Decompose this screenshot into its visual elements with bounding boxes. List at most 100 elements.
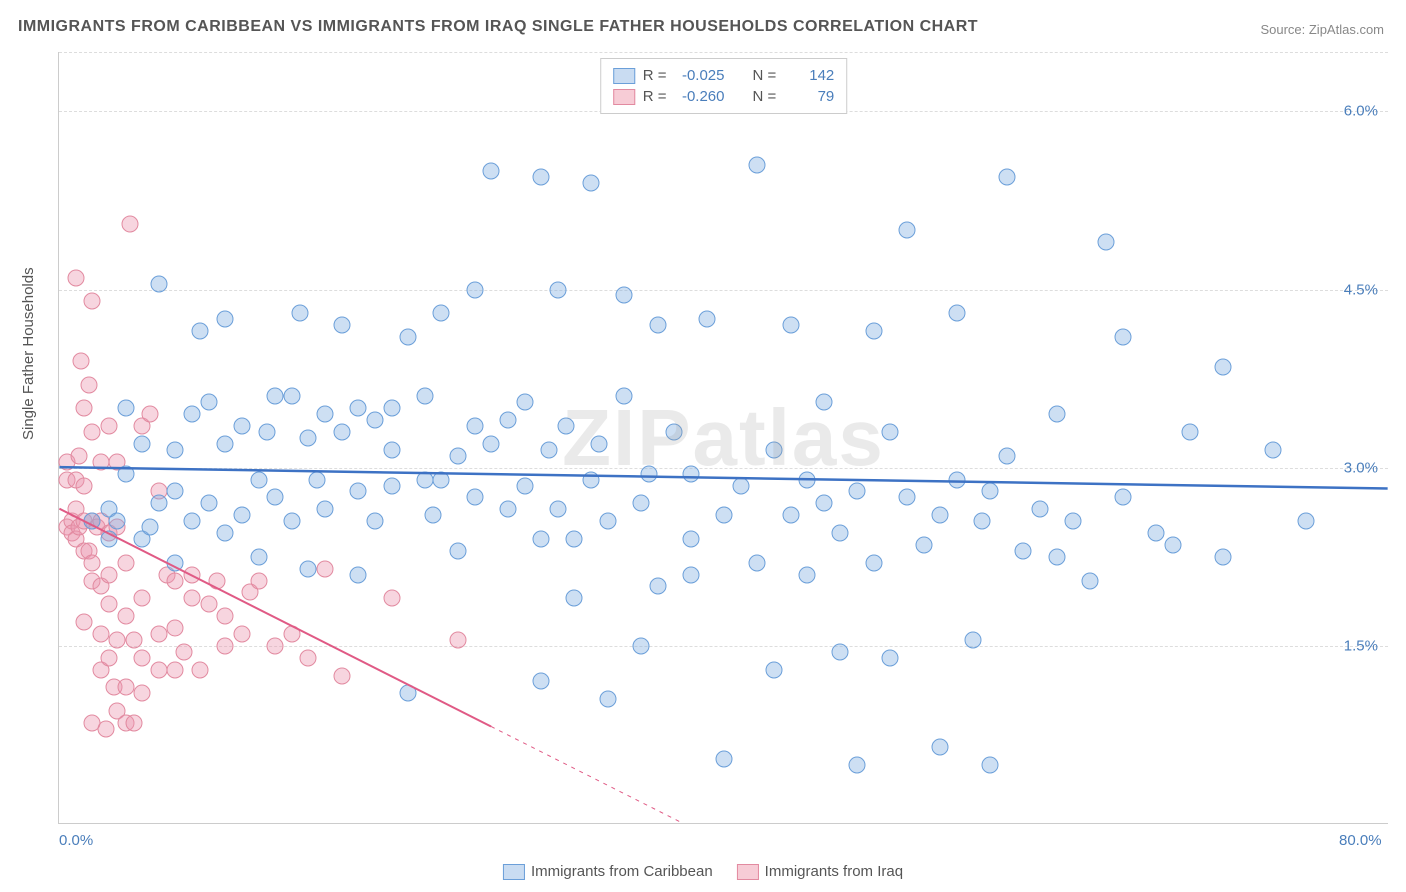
iraq-point xyxy=(450,631,467,648)
gridline xyxy=(59,290,1388,291)
caribbean-point xyxy=(184,513,201,530)
iraq-point xyxy=(80,376,97,393)
caribbean-point xyxy=(1115,329,1132,346)
legend-swatch xyxy=(737,864,759,880)
iraq-point xyxy=(134,590,151,607)
iraq-point xyxy=(84,554,101,571)
caribbean-point xyxy=(258,424,275,441)
caribbean-point xyxy=(150,275,167,292)
caribbean-point xyxy=(233,418,250,435)
caribbean-point xyxy=(117,465,134,482)
caribbean-point xyxy=(815,495,832,512)
caribbean-point xyxy=(599,513,616,530)
caribbean-point xyxy=(982,483,999,500)
caribbean-point xyxy=(865,554,882,571)
caribbean-point xyxy=(425,507,442,524)
caribbean-point xyxy=(666,424,683,441)
iraq-point xyxy=(333,667,350,684)
y-tick-label: 1.5% xyxy=(1344,637,1378,654)
caribbean-point xyxy=(267,489,284,506)
iraq-point xyxy=(150,625,167,642)
legend-item: Immigrants from Iraq xyxy=(737,863,903,880)
caribbean-point xyxy=(799,471,816,488)
chart-title: IMMIGRANTS FROM CARIBBEAN VS IMMIGRANTS … xyxy=(18,18,978,36)
caribbean-point xyxy=(292,305,309,322)
iraq-point xyxy=(92,453,109,470)
iraq-point xyxy=(75,477,92,494)
caribbean-point xyxy=(416,471,433,488)
caribbean-point xyxy=(450,447,467,464)
iraq-point xyxy=(134,685,151,702)
caribbean-point xyxy=(333,317,350,334)
caribbean-point xyxy=(799,566,816,583)
caribbean-point xyxy=(782,317,799,334)
iraq-point xyxy=(100,418,117,435)
iraq-point xyxy=(72,352,89,369)
caribbean-point xyxy=(466,418,483,435)
iraq-point xyxy=(208,572,225,589)
iraq-point xyxy=(383,590,400,607)
caribbean-point xyxy=(1031,501,1048,518)
n-value: 142 xyxy=(784,67,834,84)
caribbean-point xyxy=(250,471,267,488)
caribbean-point xyxy=(1048,406,1065,423)
caribbean-point xyxy=(1148,525,1165,542)
caribbean-point xyxy=(632,637,649,654)
iraq-point xyxy=(117,679,134,696)
caribbean-point xyxy=(533,673,550,690)
stats-row: R =-0.025N =142 xyxy=(613,65,835,86)
caribbean-point xyxy=(400,685,417,702)
iraq-point xyxy=(250,572,267,589)
caribbean-point xyxy=(765,441,782,458)
caribbean-point xyxy=(84,513,101,530)
caribbean-point xyxy=(732,477,749,494)
r-label: R = xyxy=(643,67,667,84)
caribbean-point xyxy=(716,507,733,524)
caribbean-point xyxy=(167,441,184,458)
caribbean-point xyxy=(865,323,882,340)
caribbean-point xyxy=(599,691,616,708)
caribbean-point xyxy=(591,435,608,452)
caribbean-point xyxy=(898,222,915,239)
caribbean-point xyxy=(308,471,325,488)
y-tick-label: 3.0% xyxy=(1344,459,1378,476)
iraq-point xyxy=(167,661,184,678)
iraq-point xyxy=(167,572,184,589)
caribbean-point xyxy=(749,156,766,173)
iraq-point xyxy=(233,625,250,642)
iraq-point xyxy=(117,554,134,571)
iraq-point xyxy=(117,608,134,625)
caribbean-point xyxy=(1214,358,1231,375)
caribbean-point xyxy=(184,406,201,423)
legend-label: Immigrants from Iraq xyxy=(765,863,903,880)
r-label: R = xyxy=(643,88,667,105)
caribbean-point xyxy=(682,566,699,583)
caribbean-point xyxy=(1065,513,1082,530)
caribbean-point xyxy=(533,168,550,185)
legend-swatch xyxy=(613,68,635,84)
caribbean-point xyxy=(466,281,483,298)
caribbean-point xyxy=(849,756,866,773)
caribbean-point xyxy=(1048,548,1065,565)
caribbean-point xyxy=(583,471,600,488)
caribbean-point xyxy=(549,501,566,518)
caribbean-point xyxy=(433,305,450,322)
caribbean-point xyxy=(616,287,633,304)
caribbean-point xyxy=(100,530,117,547)
caribbean-point xyxy=(533,530,550,547)
caribbean-point xyxy=(1081,572,1098,589)
iraq-point xyxy=(109,631,126,648)
iraq-point xyxy=(122,216,139,233)
legend-swatch xyxy=(613,89,635,105)
iraq-point xyxy=(217,608,234,625)
caribbean-point xyxy=(383,441,400,458)
caribbean-point xyxy=(882,649,899,666)
caribbean-point xyxy=(849,483,866,500)
caribbean-point xyxy=(815,394,832,411)
caribbean-point xyxy=(932,738,949,755)
legend-label: Immigrants from Caribbean xyxy=(531,863,713,880)
iraq-point xyxy=(125,715,142,732)
caribbean-point xyxy=(882,424,899,441)
iraq-point xyxy=(100,596,117,613)
caribbean-point xyxy=(965,631,982,648)
